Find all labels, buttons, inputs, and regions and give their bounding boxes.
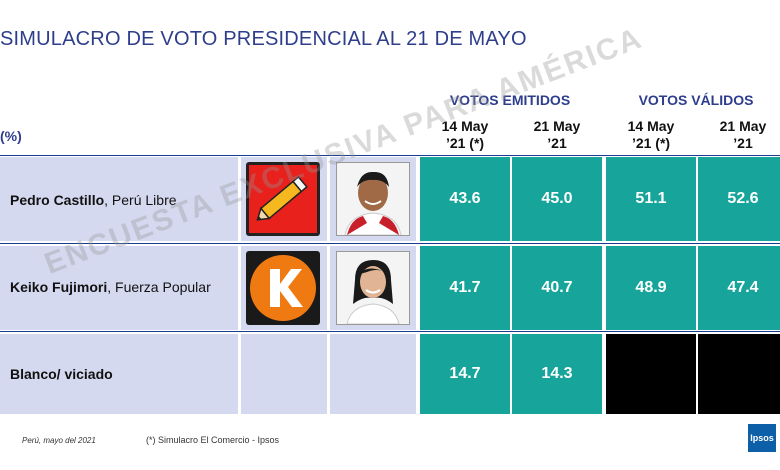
column-header: 21 May ’21 <box>719 118 767 151</box>
value-cell: 48.9 <box>606 246 696 330</box>
value-cell: 52.6 <box>698 157 780 241</box>
row-label-cell: Keiko Fujimori, Fuerza Popular <box>0 246 238 330</box>
row-divider <box>0 243 780 244</box>
page-title: SIMULACRO DE VOTO PRESIDENCIAL AL 21 DE … <box>0 28 527 50</box>
value-cell: 43.6 <box>420 157 510 241</box>
group-header-validos: VOTOS VÁLIDOS <box>638 92 754 108</box>
value-cell: 47.4 <box>698 246 780 330</box>
row-label-cell: Pedro Castillo, Perú Libre <box>0 157 238 241</box>
row-label-cell: Blanco/ viciado <box>0 334 238 414</box>
empty-value-cell <box>606 334 696 414</box>
value-cell: 14.3 <box>512 334 602 414</box>
row-label: Pedro Castillo, Perú Libre <box>10 192 177 208</box>
footer-note: (*) Simulacro El Comercio - Ipsos <box>146 435 280 445</box>
k-letter-icon <box>246 251 320 325</box>
value-cell: 41.7 <box>420 246 510 330</box>
logo-cell <box>241 334 327 414</box>
value-cell: 51.1 <box>606 157 696 241</box>
candidate-photo <box>336 251 410 325</box>
photo-cell <box>330 334 416 414</box>
row-label: Blanco/ viciado <box>10 366 113 382</box>
empty-value-cell <box>698 334 780 414</box>
ipsos-logo: Ipsos <box>748 424 776 452</box>
table-top-rule <box>0 155 780 156</box>
value-cell: 40.7 <box>512 246 602 330</box>
row-label: Keiko Fujimori, Fuerza Popular <box>10 279 211 295</box>
group-header-emitidos: VOTOS EMITIDOS <box>449 92 571 108</box>
footer-date: Perú, mayo del 2021 <box>22 436 96 445</box>
value-cell: 14.7 <box>420 334 510 414</box>
column-header: 21 May ’21 <box>533 118 581 151</box>
column-header: 14 May ’21 (*) <box>441 118 489 151</box>
value-cell: 45.0 <box>512 157 602 241</box>
unit-label: (%) <box>0 128 22 144</box>
row-divider <box>0 331 780 332</box>
candidate-photo <box>336 162 410 236</box>
pencil-icon <box>246 162 320 236</box>
column-header: 14 May ’21 (*) <box>627 118 675 151</box>
